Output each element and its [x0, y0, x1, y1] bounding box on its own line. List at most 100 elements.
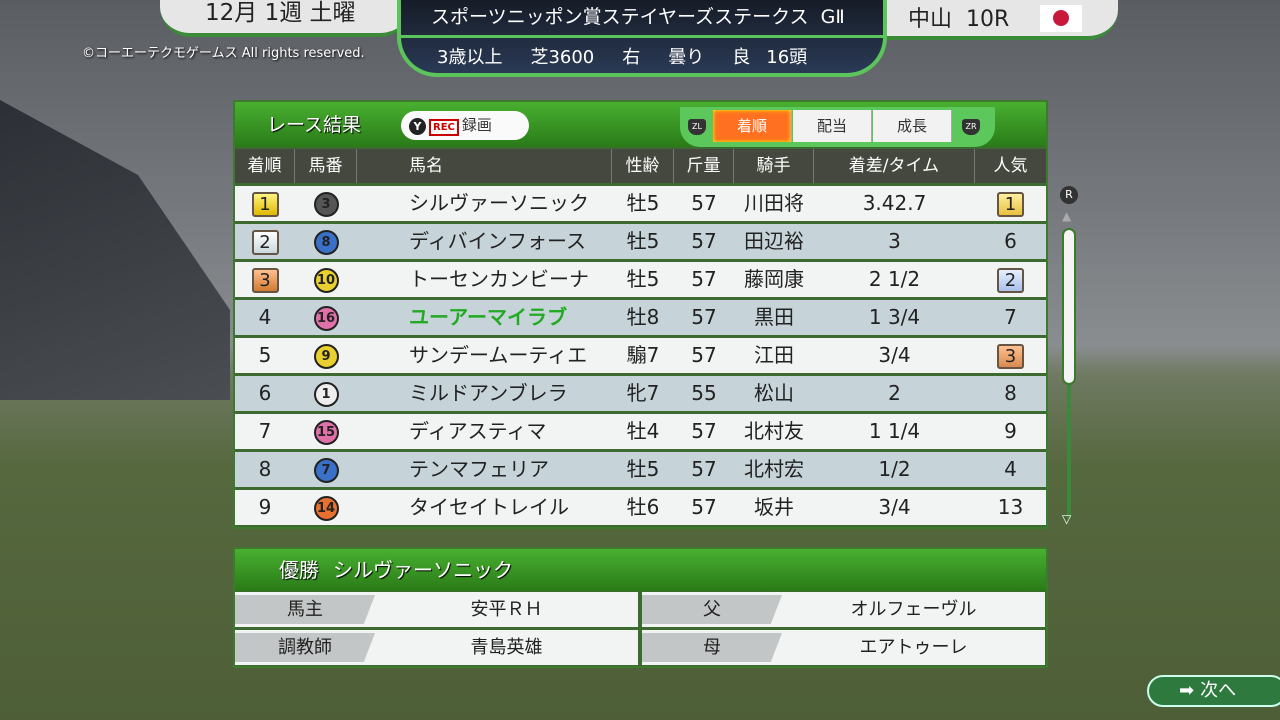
tab-bar: ZL 着順 配当 成長 ZR	[680, 107, 995, 147]
course: 芝3600	[530, 47, 595, 68]
japan-flag-icon	[1040, 5, 1082, 32]
winner-panel: 優勝 シルヴァーソニック 馬主 安平ＲＨ 父 オルフェーヴル 調教師 青島英雄 母 エアト…	[233, 547, 1048, 668]
jockey: 江田	[754, 343, 794, 367]
gate-number-icon: 16	[313, 306, 339, 331]
jockey: 川田将	[744, 191, 804, 215]
trainer-value: 青島英雄	[470, 637, 543, 658]
position-cell: 9	[235, 490, 295, 525]
scroll-down-icon[interactable]: ▽	[1062, 512, 1072, 526]
position: 7	[258, 419, 272, 443]
record-label: 録画	[461, 116, 492, 134]
table-row[interactable]: 2 8 ディバインフォース 牡5 57 田辺裕 3 6	[235, 224, 1046, 259]
tab-finish-order[interactable]: 着順	[713, 110, 792, 142]
position-cell: 7	[235, 414, 295, 449]
popularity-cell: 1	[975, 186, 1046, 221]
weight: 57	[691, 191, 717, 215]
position-cell: 2	[235, 224, 295, 259]
margin: 1 1/4	[868, 419, 921, 443]
number-cell: 1	[295, 376, 357, 411]
number-cell: 9	[295, 338, 357, 373]
next-label: 次へ	[1200, 680, 1237, 701]
popularity-cell: 7	[975, 300, 1046, 335]
position-cell: 6	[235, 376, 295, 411]
col-horse: 馬名	[357, 149, 612, 183]
scrollbar[interactable]: R ▲ ▽	[1060, 186, 1078, 526]
jockey: 藤岡康	[744, 267, 804, 291]
age-condition: 3歳以上	[437, 47, 503, 68]
table-row[interactable]: 8 7 テンマフェリア 牡5 57 北村宏 1/2 4	[235, 452, 1046, 487]
margin: 3	[888, 229, 901, 253]
sex-age: 騸7	[626, 343, 660, 367]
race-conditions: 3歳以上 芝3600 右 曇り 良 16頭	[437, 47, 807, 69]
direction: 右	[622, 47, 641, 68]
margin: 2 1/2	[868, 267, 921, 291]
table-row[interactable]: 9 14 タイセイトレイル 牡6 57 坂井 3/4 13	[235, 490, 1046, 525]
position-cell: 5	[235, 338, 295, 373]
dam-label: 母	[642, 633, 782, 662]
trainer-label: 調教師	[235, 633, 375, 662]
col-sexage: 性齢	[612, 149, 674, 183]
table-row[interactable]: 4 16 ユーアーマイラブ 牡8 57 黒田 1 3/4 7	[235, 300, 1046, 335]
horse-name: ユーアーマイラブ	[409, 305, 567, 329]
horse-name: ディバインフォース	[409, 229, 586, 253]
jockey: 坂井	[754, 495, 794, 519]
table-row[interactable]: 3 10 トーセンカンビーナ 牡5 57 藤岡康 2 1/2 2	[235, 262, 1046, 297]
gate-number-icon: 1	[313, 382, 339, 407]
popularity-cell: 3	[975, 338, 1046, 373]
record-button[interactable]: Y REC 録画	[401, 111, 529, 140]
position-cell: 3	[235, 262, 295, 297]
position-cell: 4	[235, 300, 295, 335]
table-row[interactable]: 7 15 ディアスティマ 牡4 57 北村友 1 1/4 9	[235, 414, 1046, 449]
tab-payout[interactable]: 配当	[793, 110, 872, 142]
gate-number-icon: 7	[313, 458, 339, 483]
zl-button-icon[interactable]: ZL	[688, 119, 706, 135]
scroll-thumb[interactable]	[1062, 228, 1076, 385]
weight: 57	[691, 343, 717, 367]
next-button[interactable]: ➡ 次へ	[1147, 675, 1280, 707]
rec-icon: REC	[429, 119, 459, 136]
sex-age: 牝7	[626, 381, 660, 405]
sire-cell: 父 オルフェーヴル	[642, 592, 1045, 627]
popularity-cell: 8	[975, 376, 1046, 411]
scroll-up-icon[interactable]: ▲	[1062, 209, 1072, 223]
number-cell: 16	[295, 300, 357, 335]
winner-name: シルヴァーソニック	[333, 558, 513, 582]
sex-age: 牡5	[626, 457, 660, 481]
dam-value: エアトゥーレ	[859, 637, 968, 658]
sire-label: 父	[642, 595, 782, 624]
table-row[interactable]: 6 1 ミルドアンブレラ 牝7 55 松山 2 8	[235, 376, 1046, 411]
position-badge: 3	[251, 268, 279, 293]
horse-name: サンデームーティエ	[409, 343, 588, 367]
sex-age: 牡6	[626, 495, 660, 519]
race-number: 10R	[966, 7, 1010, 32]
weight: 57	[691, 457, 717, 481]
horse-name: ディアスティマ	[409, 419, 547, 443]
table-row[interactable]: 1 3 シルヴァーソニック 牡5 57 川田将 3.42.7 1	[235, 186, 1046, 221]
popularity: 13	[997, 495, 1024, 519]
popularity: 7	[1004, 305, 1017, 329]
gate-number-icon: 9	[313, 344, 339, 369]
zr-button-icon[interactable]: ZR	[962, 119, 980, 135]
table-row[interactable]: 5 9 サンデームーティエ 騸7 57 江田 3/4 3	[235, 338, 1046, 373]
col-number: 馬番	[295, 149, 357, 183]
number-cell: 15	[295, 414, 357, 449]
weight: 57	[691, 495, 717, 519]
horse-name: トーセンカンビーナ	[409, 267, 589, 291]
tab-growth[interactable]: 成長	[873, 110, 952, 142]
sex-age: 牡5	[626, 267, 660, 291]
field-size: 16頭	[766, 47, 808, 68]
r-stick-icon: R	[1060, 186, 1078, 204]
popularity: 9	[1004, 419, 1017, 443]
margin: 3/4	[878, 343, 911, 367]
popularity-badge: 1	[997, 192, 1024, 217]
dam-cell: 母 エアトゥーレ	[642, 630, 1045, 665]
owner-label: 馬主	[235, 595, 375, 624]
popularity-cell: 2	[975, 262, 1046, 297]
number-cell: 14	[295, 490, 357, 525]
position-cell: 8	[235, 452, 295, 487]
jockey: 田辺裕	[744, 229, 804, 253]
sex-age: 牡4	[626, 419, 660, 443]
grandstand-background	[0, 100, 230, 400]
arrow-right-icon: ➡	[1179, 680, 1195, 701]
margin: 3.42.7	[862, 191, 927, 215]
